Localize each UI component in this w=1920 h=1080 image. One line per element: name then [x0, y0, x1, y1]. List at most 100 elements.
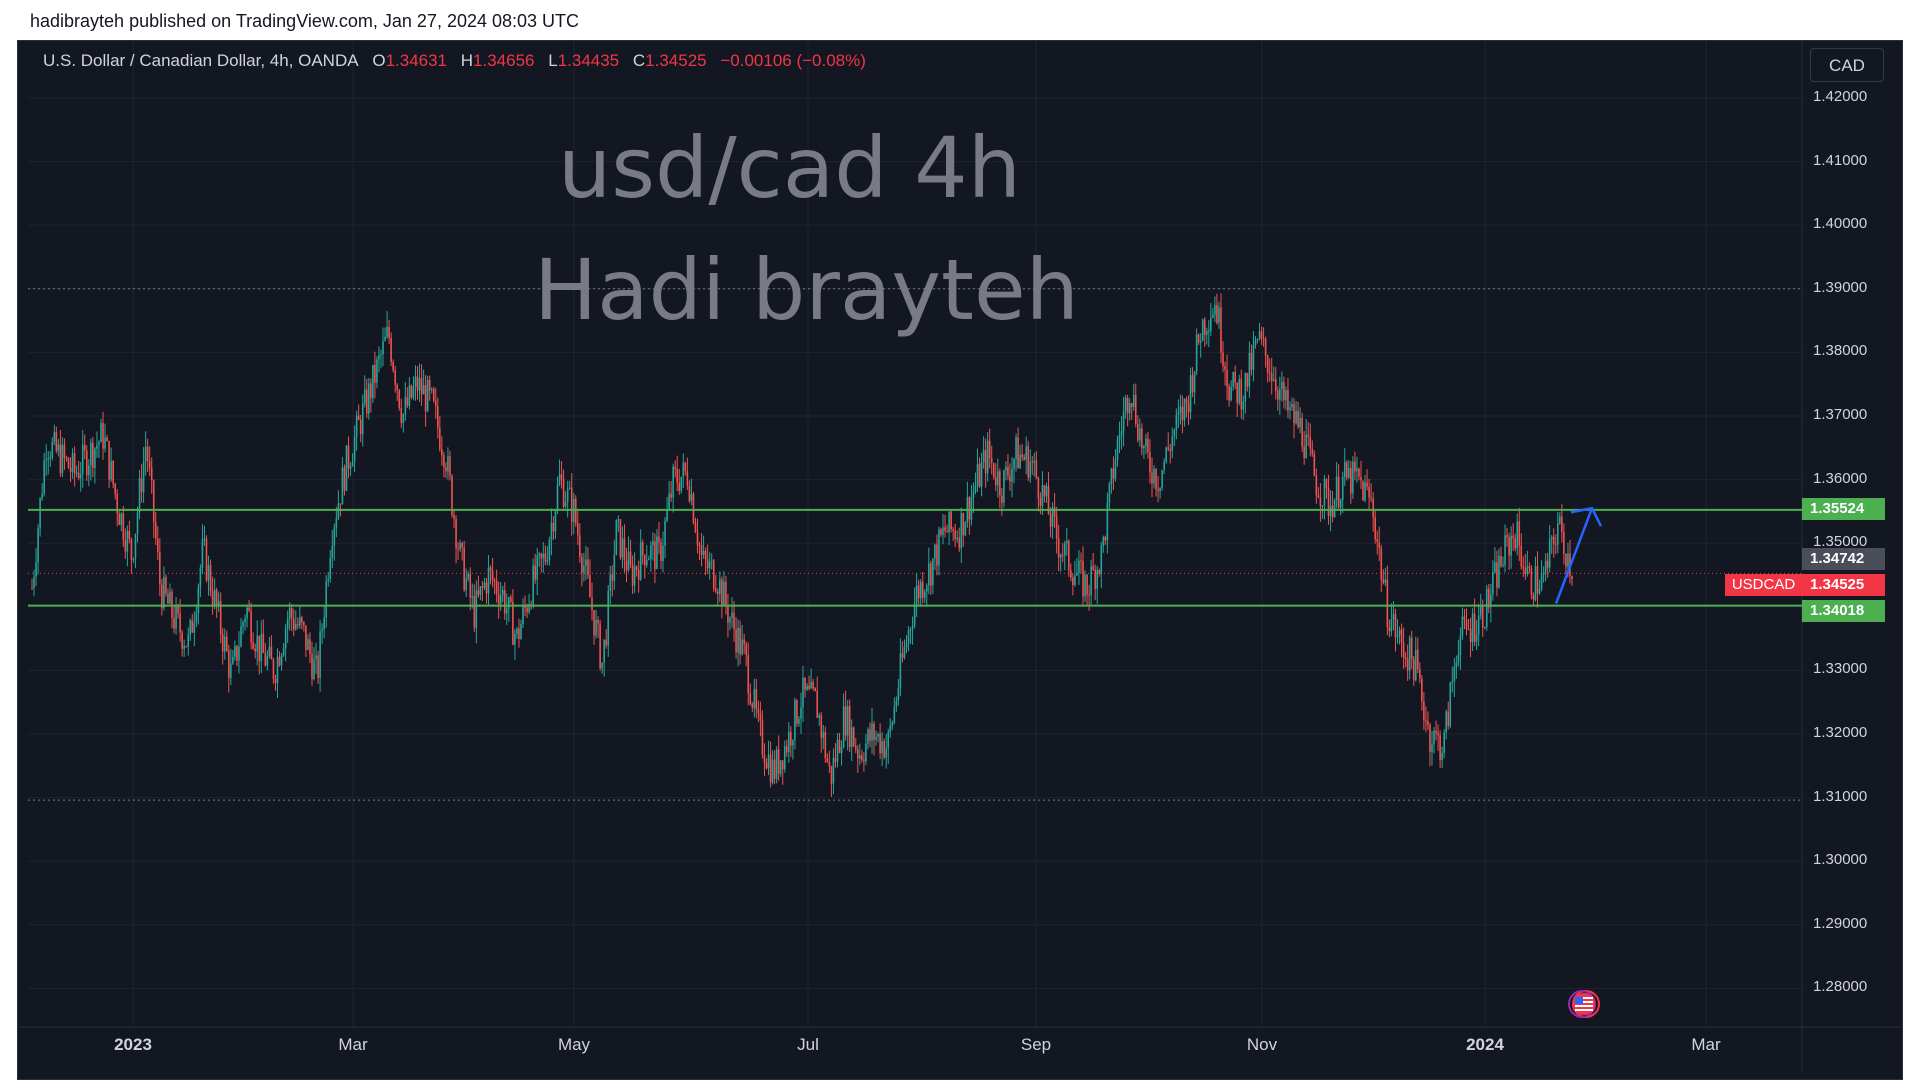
- candle-body: [826, 758, 829, 763]
- candle-body: [213, 589, 216, 605]
- candle-body: [1295, 410, 1297, 424]
- candle-body: [1167, 447, 1170, 450]
- candle-body: [487, 567, 490, 594]
- candle-body: [678, 483, 681, 492]
- candle-body: [420, 377, 423, 395]
- change-value: −0.00106 (−0.08%): [720, 51, 866, 70]
- open-key: O: [372, 51, 386, 70]
- candle-body: [1297, 410, 1299, 428]
- candle-body: [274, 678, 277, 684]
- candle-body: [1276, 390, 1279, 400]
- candle-body: [1423, 701, 1425, 721]
- candle-body: [1011, 468, 1013, 482]
- candle-body: [260, 633, 263, 662]
- candle-body: [790, 731, 792, 746]
- candle-body: [1214, 305, 1216, 315]
- chart-pane[interactable]: U.S. Dollar / Canadian Dollar, 4h, OANDA…: [17, 40, 1903, 1080]
- candle-body: [1410, 637, 1413, 659]
- candle-body: [641, 541, 644, 556]
- candle-body: [948, 511, 950, 533]
- candle-body: [1360, 476, 1362, 481]
- candle-body: [1540, 574, 1543, 589]
- candle-body: [376, 359, 378, 383]
- candle-body: [1303, 446, 1305, 459]
- candle-body: [570, 487, 573, 522]
- candle-body: [264, 652, 267, 666]
- candle-body: [148, 460, 151, 468]
- candle-body: [75, 472, 78, 474]
- symbol-description[interactable]: U.S. Dollar / Canadian Dollar, 4h, OANDA: [43, 51, 359, 70]
- currency-button[interactable]: CAD: [1810, 48, 1884, 82]
- candle-body: [940, 529, 942, 535]
- candle-body: [887, 731, 890, 749]
- candle-body: [1232, 371, 1234, 387]
- candle-body: [1226, 369, 1228, 387]
- candle-body: [1193, 371, 1196, 393]
- candle-body: [984, 450, 987, 474]
- candle-body: [424, 385, 427, 412]
- candle-body: [1163, 461, 1165, 471]
- candle-body: [43, 460, 45, 494]
- candle-body: [1402, 642, 1405, 658]
- candle-body: [244, 618, 246, 623]
- candle-body: [1552, 536, 1555, 544]
- candlestick-chart[interactable]: [18, 41, 1903, 1080]
- candle-body: [455, 518, 457, 549]
- candle-body: [1317, 495, 1320, 498]
- candle-body: [895, 700, 898, 707]
- candle-body: [207, 565, 210, 581]
- candle-body: [1218, 307, 1220, 323]
- candle-body: [1076, 572, 1078, 576]
- candle-body: [491, 570, 494, 581]
- candle-body: [1469, 629, 1472, 643]
- candle-body: [1035, 460, 1038, 478]
- symbol-legend[interactable]: U.S. Dollar / Canadian Dollar, 4h, OANDA…: [43, 51, 866, 71]
- candle-body: [938, 529, 940, 566]
- price-axis-label: 1.40000: [1813, 215, 1868, 233]
- candle-body: [485, 582, 488, 594]
- candle-body: [242, 622, 244, 627]
- candle-body: [1222, 352, 1224, 366]
- candle-body: [1364, 482, 1366, 501]
- candle-body: [1352, 461, 1354, 494]
- candle-body: [35, 562, 37, 577]
- candle-body: [1546, 560, 1549, 568]
- candle-body: [1191, 375, 1194, 393]
- candle-body: [972, 491, 975, 498]
- candle-body: [177, 606, 179, 614]
- us-flag-event-icon[interactable]: [1560, 989, 1608, 1019]
- watermark-line1: usd/cad 4h: [558, 119, 1021, 217]
- candle-body: [996, 471, 999, 486]
- candle-body: [1477, 615, 1480, 635]
- candle-body: [1116, 439, 1119, 461]
- candle-body: [1110, 468, 1113, 484]
- candle-body: [489, 567, 492, 571]
- candle-body: [656, 536, 658, 569]
- price-axis-label: 1.33000: [1813, 660, 1868, 678]
- candle-body: [1108, 483, 1111, 503]
- candle-body: [1236, 382, 1239, 404]
- candle-body: [1228, 386, 1230, 401]
- candle-body: [221, 634, 224, 652]
- candle-body: [390, 338, 392, 363]
- candle-body: [1003, 470, 1005, 503]
- candle-body: [806, 686, 808, 690]
- candle-body: [875, 736, 877, 740]
- candle-body: [179, 613, 181, 633]
- candle-body: [696, 532, 699, 546]
- candle-body: [67, 458, 70, 469]
- candle-body: [599, 623, 601, 669]
- candle-body: [1106, 502, 1109, 541]
- candle-body: [694, 522, 697, 533]
- candle-body: [710, 560, 713, 562]
- candle-body: [1132, 394, 1135, 407]
- candle-body: [962, 513, 965, 536]
- candle-body: [733, 612, 735, 630]
- candle-body: [1550, 536, 1553, 540]
- candle-body: [794, 700, 796, 741]
- candle-body: [1185, 398, 1188, 404]
- candle-body: [1246, 373, 1249, 387]
- candle-body: [1443, 732, 1445, 754]
- candle-body: [1181, 406, 1184, 421]
- candle-body: [1043, 485, 1046, 497]
